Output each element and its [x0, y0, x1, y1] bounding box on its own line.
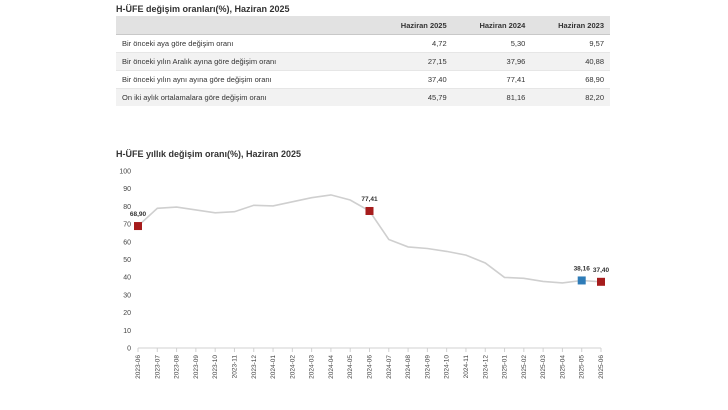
table-row: Bir önceki yılın Aralık ayına göre değiş…: [116, 52, 610, 71]
x-tick-label: 2025-03: [540, 355, 547, 379]
table-title: H-ÜFE değişim oranları(%), Haziran 2025: [116, 4, 290, 14]
y-tick-label: 30: [123, 292, 131, 299]
x-tick-label: 2025-04: [559, 355, 566, 379]
table-cell: 37,40: [374, 70, 453, 89]
data-point-marker: [134, 222, 142, 231]
table-header-row: Haziran 2025 Haziran 2024 Haziran 2023: [116, 16, 610, 35]
data-point-marker: [365, 206, 374, 215]
x-tick-label: 2023-11: [231, 355, 238, 379]
x-tick-label: 2025-06: [598, 355, 605, 379]
x-tick-label: 2023-12: [251, 355, 258, 379]
x-tick-label: 2024-04: [328, 355, 335, 379]
table-row: Bir önceki yılın aynı ayına göre değişim…: [116, 70, 610, 89]
table-row: On iki aylık ortalamalara göre değişim o…: [116, 88, 610, 106]
x-tick-label: 2023-06: [135, 355, 142, 379]
y-tick-label: 20: [123, 310, 131, 317]
y-tick-label: 70: [123, 222, 131, 229]
table-header-col: Haziran 2025: [374, 16, 453, 35]
table-cell: 27,15: [374, 52, 453, 71]
x-tick-label: 2024-07: [386, 355, 393, 379]
x-tick-label: 2024-09: [424, 355, 431, 379]
data-point-marker: [577, 276, 586, 285]
table-cell: 77,41: [452, 70, 532, 89]
row-label: Bir önceki yılın aynı ayına göre değişim…: [116, 70, 374, 89]
x-tick-label: 2025-01: [502, 355, 509, 379]
table-header-blank: [116, 16, 374, 35]
table-cell: 9,57: [531, 34, 610, 53]
x-tick-label: 2024-11: [463, 355, 470, 379]
table-row: Bir önceki aya göre değişim oranı 4,72 5…: [116, 34, 610, 53]
line-chart: 0 10 20 30 40 50 60 70 80 90 100 2023-06 2023-07 2023…: [119, 169, 610, 379]
change-rate-table: Haziran 2025 Haziran 2024 Haziran 2023 B…: [116, 16, 610, 106]
table-cell: 5,30: [452, 34, 532, 53]
data-label: 38,16: [574, 265, 591, 272]
x-tick-label: 2025-02: [521, 355, 528, 379]
table-cell: 81,16: [452, 88, 532, 106]
table-header-col: Haziran 2024: [452, 16, 532, 35]
data-label: 37,40: [593, 267, 610, 274]
x-tick-label: 2023-09: [193, 355, 200, 379]
x-tick-label: 2024-05: [347, 355, 354, 379]
x-tick-label: 2025-05: [579, 355, 586, 379]
y-tick-label: 10: [123, 328, 131, 335]
y-tick-label: 50: [123, 257, 131, 264]
y-tick-label: 80: [123, 204, 131, 211]
table-cell: 45,79: [374, 88, 453, 106]
x-tick-label: 2024-01: [270, 355, 277, 379]
y-tick-label: 100: [119, 169, 131, 176]
row-label: Bir önceki aya göre değişim oranı: [116, 34, 374, 53]
y-tick-label: 40: [123, 275, 131, 282]
row-label: On iki aylık ortalamalara göre değişim o…: [116, 88, 374, 106]
table-cell: 37,96: [452, 52, 532, 71]
x-tick-label: 2023-10: [212, 355, 219, 379]
table-cell: 68,90: [531, 70, 610, 89]
table-cell: 4,72: [374, 34, 453, 53]
data-label: 68,90: [130, 211, 147, 218]
table-cell: 82,20: [531, 88, 610, 106]
data-label: 77,41: [361, 196, 378, 203]
x-tick-label: 2024-10: [444, 355, 451, 379]
y-tick-label: 0: [127, 346, 131, 353]
table-header-col: Haziran 2023: [531, 16, 610, 35]
x-tick-label: 2023-08: [174, 355, 181, 379]
y-tick-label: 90: [123, 186, 131, 193]
x-tick-label: 2024-12: [482, 355, 489, 379]
x-tick-label: 2024-02: [289, 355, 296, 379]
data-point-marker: [597, 277, 605, 286]
x-tick-label: 2024-06: [367, 355, 374, 379]
x-tick-label: 2024-08: [405, 355, 412, 379]
y-tick-label: 60: [123, 239, 131, 246]
chart-title: H-ÜFE yıllık değişim oranı(%), Haziran 2…: [116, 149, 302, 159]
table-cell: 40,88: [531, 52, 610, 71]
x-tick-label: 2023-07: [154, 355, 161, 379]
x-tick-label: 2024-03: [309, 355, 316, 379]
row-label: Bir önceki yılın Aralık ayına göre değiş…: [116, 52, 374, 71]
